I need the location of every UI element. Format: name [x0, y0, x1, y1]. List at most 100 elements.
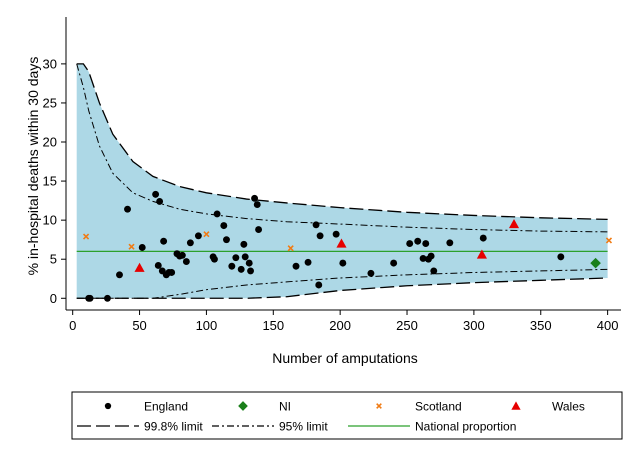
control-limit-band	[76, 63, 608, 299]
data-point-england	[116, 271, 123, 279]
data-point-england	[241, 253, 249, 261]
data-point-england	[210, 255, 218, 263]
y-tick-label: 15	[43, 174, 57, 189]
data-point-england	[253, 201, 261, 208]
upper-95-limit-line	[76, 63, 608, 233]
lower-95-limit-line	[76, 268, 608, 299]
legend-item-scotland: Scotland	[376, 400, 462, 414]
data-point-wales	[508, 218, 520, 229]
data-point-england	[255, 226, 263, 233]
data-point-england	[427, 252, 435, 260]
upper-99-8-limit-line	[76, 63, 608, 221]
data-point-england	[245, 259, 253, 267]
data-point-wales	[134, 262, 145, 272]
data-point-england	[86, 294, 94, 302]
data-point-scotland	[82, 233, 90, 240]
x-tick-label: 150	[262, 318, 284, 333]
legend-marker-england	[104, 402, 112, 410]
data-point-scotland	[605, 237, 613, 244]
data-point-england	[104, 294, 111, 302]
legend-label-95-limit: 95% limit	[279, 420, 328, 434]
series-england	[85, 190, 565, 302]
data-point-england	[194, 232, 202, 240]
data-point-wales	[476, 249, 487, 259]
y-tick-label: 0	[50, 291, 57, 306]
series-wales	[134, 218, 520, 272]
data-point-england	[228, 262, 236, 270]
legend-item-ni: NI	[238, 400, 291, 414]
x-tick-label: 250	[396, 318, 418, 333]
data-point-england	[168, 269, 176, 276]
legend-marker-wales	[511, 401, 521, 410]
data-point-scotland	[203, 231, 210, 238]
legend-marker-ni	[238, 401, 248, 411]
x-axis-title: Number of amputations	[272, 350, 418, 366]
x-tick-label: 0	[69, 318, 76, 333]
axes: 0 50 100 150 200 250 300 350 400 0 5 10 15 20 25 30	[43, 17, 621, 333]
legend-item-england: England	[104, 400, 188, 414]
data-point-england	[186, 239, 194, 247]
data-point-england	[160, 237, 168, 245]
data-point-england	[138, 244, 146, 251]
legend-item-99-8-limit: 99.8% limit	[77, 420, 203, 434]
data-point-england	[414, 237, 422, 245]
legend-item-national-proportion: National proportion	[348, 420, 516, 434]
data-point-england	[182, 258, 190, 266]
y-tick-label: 30	[43, 56, 57, 71]
data-point-ni	[590, 257, 601, 269]
data-point-england	[213, 210, 221, 218]
legend-label-ni: NI	[279, 400, 291, 414]
data-point-england	[339, 259, 347, 267]
y-tick-label: 10	[43, 213, 57, 228]
y-axis-title: % in-hospital deaths within 30 days	[25, 57, 41, 276]
series-ni	[590, 257, 601, 269]
data-point-england	[479, 234, 487, 242]
data-point-england	[178, 251, 186, 259]
legend-marker-scotland	[376, 403, 382, 409]
series-scotland	[82, 231, 613, 252]
x-tick-label: 100	[196, 318, 218, 333]
data-point-england	[124, 205, 131, 213]
data-point-england	[154, 262, 162, 269]
data-point-scotland	[128, 243, 135, 250]
data-point-england	[251, 194, 259, 202]
data-point-england	[367, 269, 375, 277]
data-point-england	[223, 236, 230, 244]
legend-box	[71, 391, 623, 440]
data-points	[82, 190, 613, 302]
data-point-england	[232, 254, 240, 262]
x-tick-label: 300	[463, 318, 485, 333]
y-tick-label: 20	[43, 135, 57, 150]
x-tick-label: 200	[329, 318, 351, 333]
band-area	[76, 63, 608, 299]
data-point-england	[292, 262, 300, 270]
legend-label-99-8-limit: 99.8% limit	[144, 420, 203, 434]
y-tick-label: 25	[43, 95, 57, 110]
limit-lines	[76, 63, 608, 299]
legend-item-wales: Wales	[511, 400, 585, 414]
legend-label-england: England	[144, 400, 188, 414]
data-point-england	[247, 267, 255, 275]
x-tick-label: 350	[530, 318, 552, 333]
data-point-england	[156, 197, 164, 205]
legend-label-national-proportion: National proportion	[415, 420, 516, 434]
data-point-scotland	[287, 245, 294, 252]
legend-item-95-limit: 95% limit	[212, 420, 328, 434]
y-tick-label: 5	[50, 252, 57, 267]
data-point-england	[430, 267, 438, 275]
data-point-england	[446, 239, 454, 247]
legend-label-scotland: Scotland	[415, 400, 462, 414]
x-tick-label: 50	[132, 318, 146, 333]
data-point-england	[419, 254, 427, 262]
data-point-wales	[336, 238, 347, 248]
data-point-england	[390, 259, 398, 267]
data-point-england	[316, 232, 324, 240]
data-point-england	[304, 258, 312, 266]
data-point-england	[240, 240, 248, 248]
data-point-england	[315, 281, 323, 289]
x-tick-label: 400	[597, 318, 619, 333]
data-point-england	[332, 230, 340, 238]
lower-99-8-limit-line	[76, 277, 608, 299]
